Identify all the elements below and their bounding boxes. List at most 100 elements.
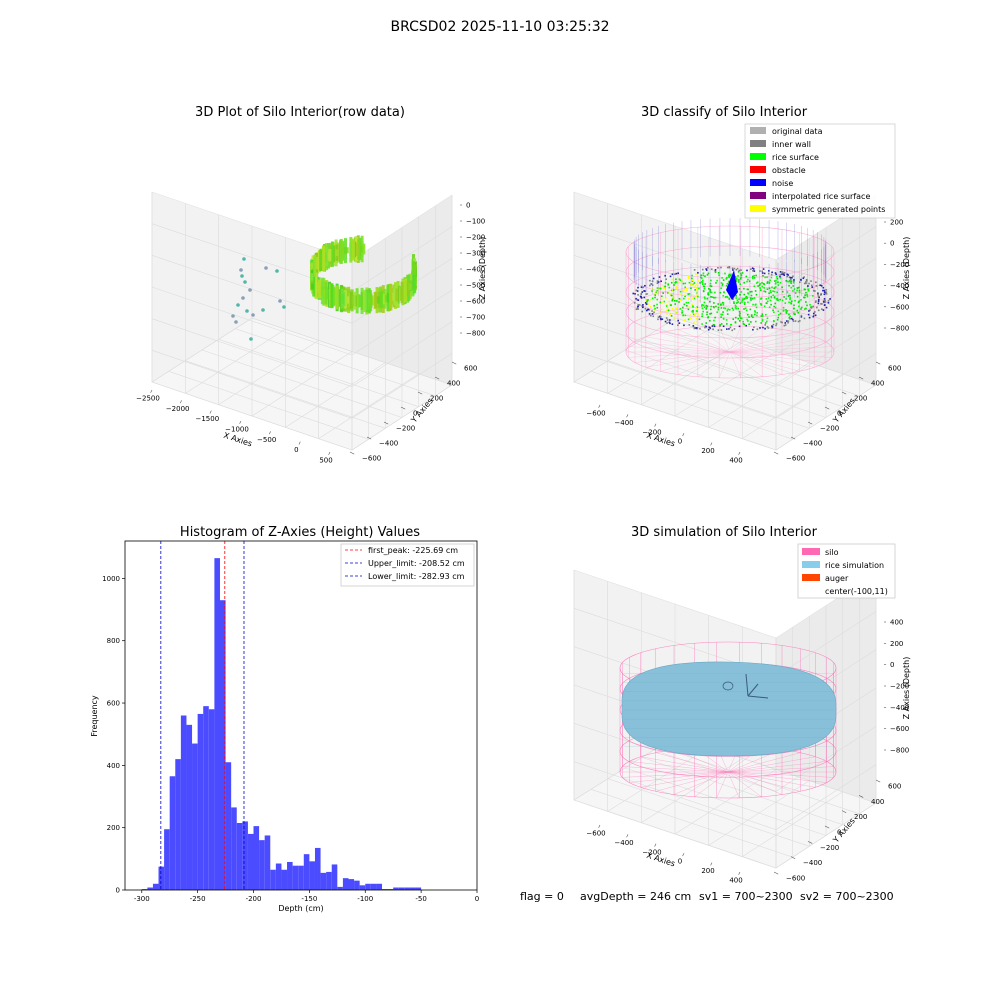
- histogram-bar: [409, 887, 416, 890]
- histogram-bar: [382, 889, 388, 890]
- histogram-bar: [326, 871, 332, 890]
- panel1-x-tick-label: 500: [319, 457, 332, 465]
- panel2-y-tick-label: 200: [854, 395, 867, 403]
- panel2-x-tick-label: −600: [586, 410, 605, 418]
- histogram-bar: [365, 883, 371, 890]
- panel4-x-tick-label: 200: [701, 867, 714, 875]
- panel4-z-tick-label: −800: [890, 747, 909, 755]
- panel2-y-tick-label: −200: [820, 425, 839, 433]
- panel4-legend-label: center(-100,11): [825, 587, 888, 596]
- panel1-point-cloud: [310, 235, 417, 315]
- panel1-y-tick-label: 400: [447, 380, 460, 388]
- histogram-x-tick-label: -300: [134, 895, 150, 903]
- sv2-status: sv2 = 700~2300: [800, 890, 894, 903]
- panel4-z-tick-label: 400: [890, 619, 903, 627]
- histogram-bar: [287, 861, 293, 890]
- panel2-legend-swatch: [750, 179, 766, 186]
- histogram-x-tick-label: -250: [190, 895, 206, 903]
- histogram-bar: [303, 854, 310, 890]
- panel4-x-tick-label: −600: [586, 830, 605, 838]
- histogram-bar: [259, 840, 265, 890]
- histogram-bar: [192, 743, 198, 890]
- histogram-title: Histogram of Z-Axies (Height) Values: [180, 525, 420, 540]
- panel4-z-tick-label: 200: [890, 640, 903, 648]
- histogram-bar: [214, 558, 220, 890]
- histogram-bar: [342, 878, 349, 890]
- histogram-bar: [203, 706, 209, 890]
- panel4-legend-label: rice simulation: [825, 561, 884, 570]
- panel4-legend-swatch: [802, 561, 820, 568]
- panel2-x-tick-label: 400: [729, 457, 742, 465]
- histogram-bar: [197, 713, 204, 890]
- panel2-y-tick-label: −400: [803, 440, 822, 448]
- panel4-y-tick-label: 0: [837, 829, 841, 837]
- panel1-x-tick-label: 0: [294, 446, 298, 454]
- histogram-legend-label: first_peak: -225.69 cm: [368, 546, 458, 555]
- panel-classify-3d: 3D classify of Silo Interior −600 −400 −20…: [573, 105, 911, 465]
- panel1-x-tick-label: −2000: [166, 405, 190, 413]
- histogram-bar: [281, 869, 288, 890]
- panel2-z-tick-label: 0: [890, 240, 894, 248]
- panel2-z-tick-label: −200: [890, 261, 909, 269]
- panel2-legend-swatch: [750, 192, 766, 199]
- panel2-title: 3D classify of Silo Interior: [641, 105, 808, 120]
- panel1-y-tick-label: −400: [379, 440, 398, 448]
- histogram-bar: [370, 883, 377, 890]
- histogram-bar: [147, 887, 153, 890]
- histogram-y-tick-label: 1000: [102, 575, 120, 583]
- histogram-bar: [309, 861, 315, 890]
- avg-depth-status: avgDepth = 246 cm: [580, 890, 691, 903]
- panel4-legend-label: auger: [825, 574, 849, 583]
- panel-simulation-3d: 3D simulation of Silo Interior −600 −400 −…: [573, 525, 911, 885]
- histogram-bar: [292, 865, 299, 890]
- panel1-z-tick-label: −300: [466, 250, 485, 258]
- panel4-x-tick-label: −200: [642, 848, 661, 856]
- histogram-frame: [124, 540, 478, 891]
- histogram-bar: [270, 869, 276, 890]
- panel1-y-tick-label: −600: [362, 455, 381, 463]
- panel2-y-tick-label: 400: [871, 380, 884, 388]
- histogram-bar: [247, 833, 254, 890]
- panel2-legend: original data inner wall rice surface obsta…: [744, 123, 896, 219]
- panel2-legend-swatch: [750, 166, 766, 173]
- histogram-bar: [376, 883, 383, 890]
- panel2-y-tick-label: −600: [786, 455, 805, 463]
- histogram-bar: [236, 823, 243, 890]
- panel4-rice-surface: [621, 661, 837, 757]
- panel4-legend: silo rice simulation auger center(-100,11): [797, 543, 896, 599]
- panel4-y-tick-label: −600: [786, 875, 805, 883]
- panel1-z-tick-label: −500: [466, 282, 485, 290]
- histogram-bar: [225, 762, 232, 890]
- panel4-legend-swatch: [802, 574, 820, 581]
- panel4-legend-label: silo: [825, 548, 839, 557]
- panel2-x-tick-label: −200: [642, 428, 661, 436]
- panel2-z-tick-label: −800: [890, 325, 909, 333]
- panel-histogram: Histogram of Z-Axies (Height) Values -30…: [90, 525, 479, 913]
- histogram-bar: [208, 709, 215, 890]
- histogram-y-tick-label: 200: [107, 824, 120, 832]
- panel2-legend-label: rice surface: [772, 153, 819, 162]
- panel2-z-tick-label: −600: [890, 303, 909, 311]
- panel-raw-3d: 3D Plot of Silo Interior(row data) −2500…: [136, 105, 487, 465]
- histogram-bar: [253, 826, 260, 890]
- histogram-bar: [359, 885, 366, 890]
- panel4-y-tick-label: 600: [888, 783, 901, 791]
- panel4-title: 3D simulation of Silo Interior: [631, 525, 818, 540]
- histogram-bar: [331, 864, 338, 890]
- histogram-bar: [242, 821, 248, 890]
- histogram-y-tick-label: 400: [107, 762, 120, 770]
- histogram-bar: [264, 835, 271, 890]
- panel1-zlabel: Z Axies (Depth): [478, 237, 487, 300]
- histogram-bar: [180, 715, 187, 890]
- histogram-bar: [348, 879, 355, 890]
- histogram-bar: [398, 887, 405, 890]
- panel4-x-tick-label: 0: [678, 858, 682, 866]
- panel1-z-tick-label: −700: [466, 314, 485, 322]
- panel2-z-tick-label: −400: [890, 282, 909, 290]
- panel4-z-tick-label: −200: [890, 683, 909, 691]
- histogram-x-tick-label: -150: [301, 895, 317, 903]
- panel2-legend-label: inner wall: [772, 140, 811, 149]
- histogram-bar: [404, 887, 410, 890]
- histogram-bar: [320, 872, 327, 890]
